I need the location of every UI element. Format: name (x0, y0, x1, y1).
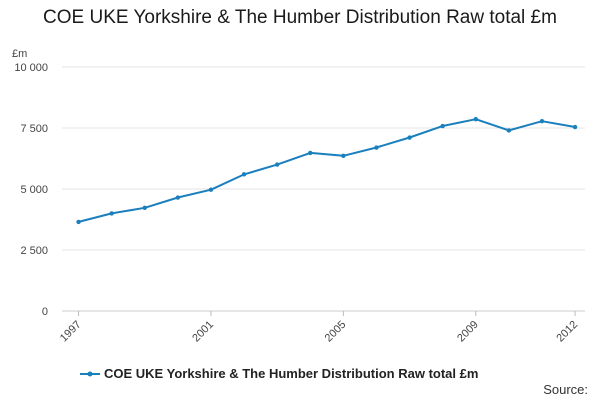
legend-swatch-marker (87, 371, 93, 377)
data-point[interactable] (208, 187, 214, 192)
data-point[interactable] (374, 145, 379, 150)
data-point[interactable] (274, 162, 280, 167)
data-point[interactable] (341, 153, 346, 159)
data-point[interactable] (241, 172, 247, 177)
data-point[interactable] (407, 135, 412, 140)
x-tick-label: 1997 (58, 319, 84, 345)
data-point[interactable] (506, 128, 512, 133)
source-label: Source: (543, 382, 588, 397)
x-tick-label: 2009 (455, 319, 481, 345)
data-point[interactable] (473, 117, 478, 122)
data-point[interactable] (308, 150, 313, 156)
x-axis: 1997 2001 2005 2009 2012 (58, 311, 580, 344)
data-point[interactable] (175, 195, 181, 200)
x-tick-label: 2012 (554, 319, 580, 345)
y-tick-label: 0 (42, 306, 48, 318)
legend-item-label[interactable]: COE UKE Yorkshire & The Humber Distribut… (104, 366, 478, 381)
x-tick-label: 2001 (190, 319, 216, 345)
series-group (76, 117, 578, 225)
data-point[interactable] (539, 118, 545, 124)
data-point[interactable] (109, 211, 114, 216)
x-tick-label: 2005 (323, 319, 349, 345)
y-tick-label: 5 000 (20, 184, 48, 196)
data-point[interactable] (76, 219, 81, 225)
chart-title: COE UKE Yorkshire & The Humber Distribut… (43, 7, 557, 28)
data-point[interactable] (572, 124, 578, 130)
y-tick-label: 2 500 (20, 245, 48, 257)
data-point[interactable] (440, 123, 445, 129)
data-point[interactable] (142, 205, 147, 210)
y-axis-unit: £m (12, 48, 27, 60)
y-axis-ticks: 0 2 500 5 000 7 500 10 000 (14, 62, 48, 318)
legend: COE UKE Yorkshire & The Humber Distribut… (80, 366, 478, 381)
series-line (78, 118, 576, 223)
gridlines (62, 66, 585, 312)
y-tick-label: 10 000 (14, 62, 48, 74)
y-tick-label: 7 500 (20, 123, 48, 135)
